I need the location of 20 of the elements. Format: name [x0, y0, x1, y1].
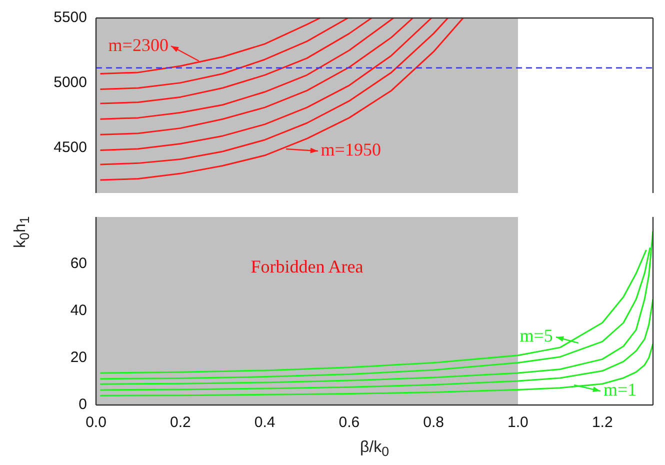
x-tick-label: 0.6: [338, 414, 360, 432]
x-tick-label: 0.4: [254, 414, 276, 432]
x-axis-title: β/k$_{0}$: [358, 439, 390, 460]
x-tick-label: 0.8: [423, 414, 444, 432]
band-label: Forbidden Area: [250, 256, 364, 276]
annotation: m=2300: [108, 35, 168, 56]
annotation: m=1: [604, 379, 637, 400]
y-tick-label: 20: [70, 349, 87, 366]
x-tick-label: 0.0: [86, 414, 106, 432]
x-tick-label: 1.0: [508, 414, 528, 432]
annotation: m=1950: [320, 140, 381, 160]
y-tick-label: 5500: [54, 9, 87, 26]
annotation: m=5: [520, 325, 553, 346]
y-tick-label: 4500: [54, 138, 87, 156]
x-tick-label: 0.2: [170, 414, 191, 432]
y-tick-label: 5000: [54, 74, 87, 91]
y-tick-label: 0: [78, 396, 87, 414]
y-tick-label: 60: [70, 255, 87, 272]
y-tick-label: 40: [70, 302, 87, 320]
x-tick-label: 1.2: [592, 414, 613, 432]
